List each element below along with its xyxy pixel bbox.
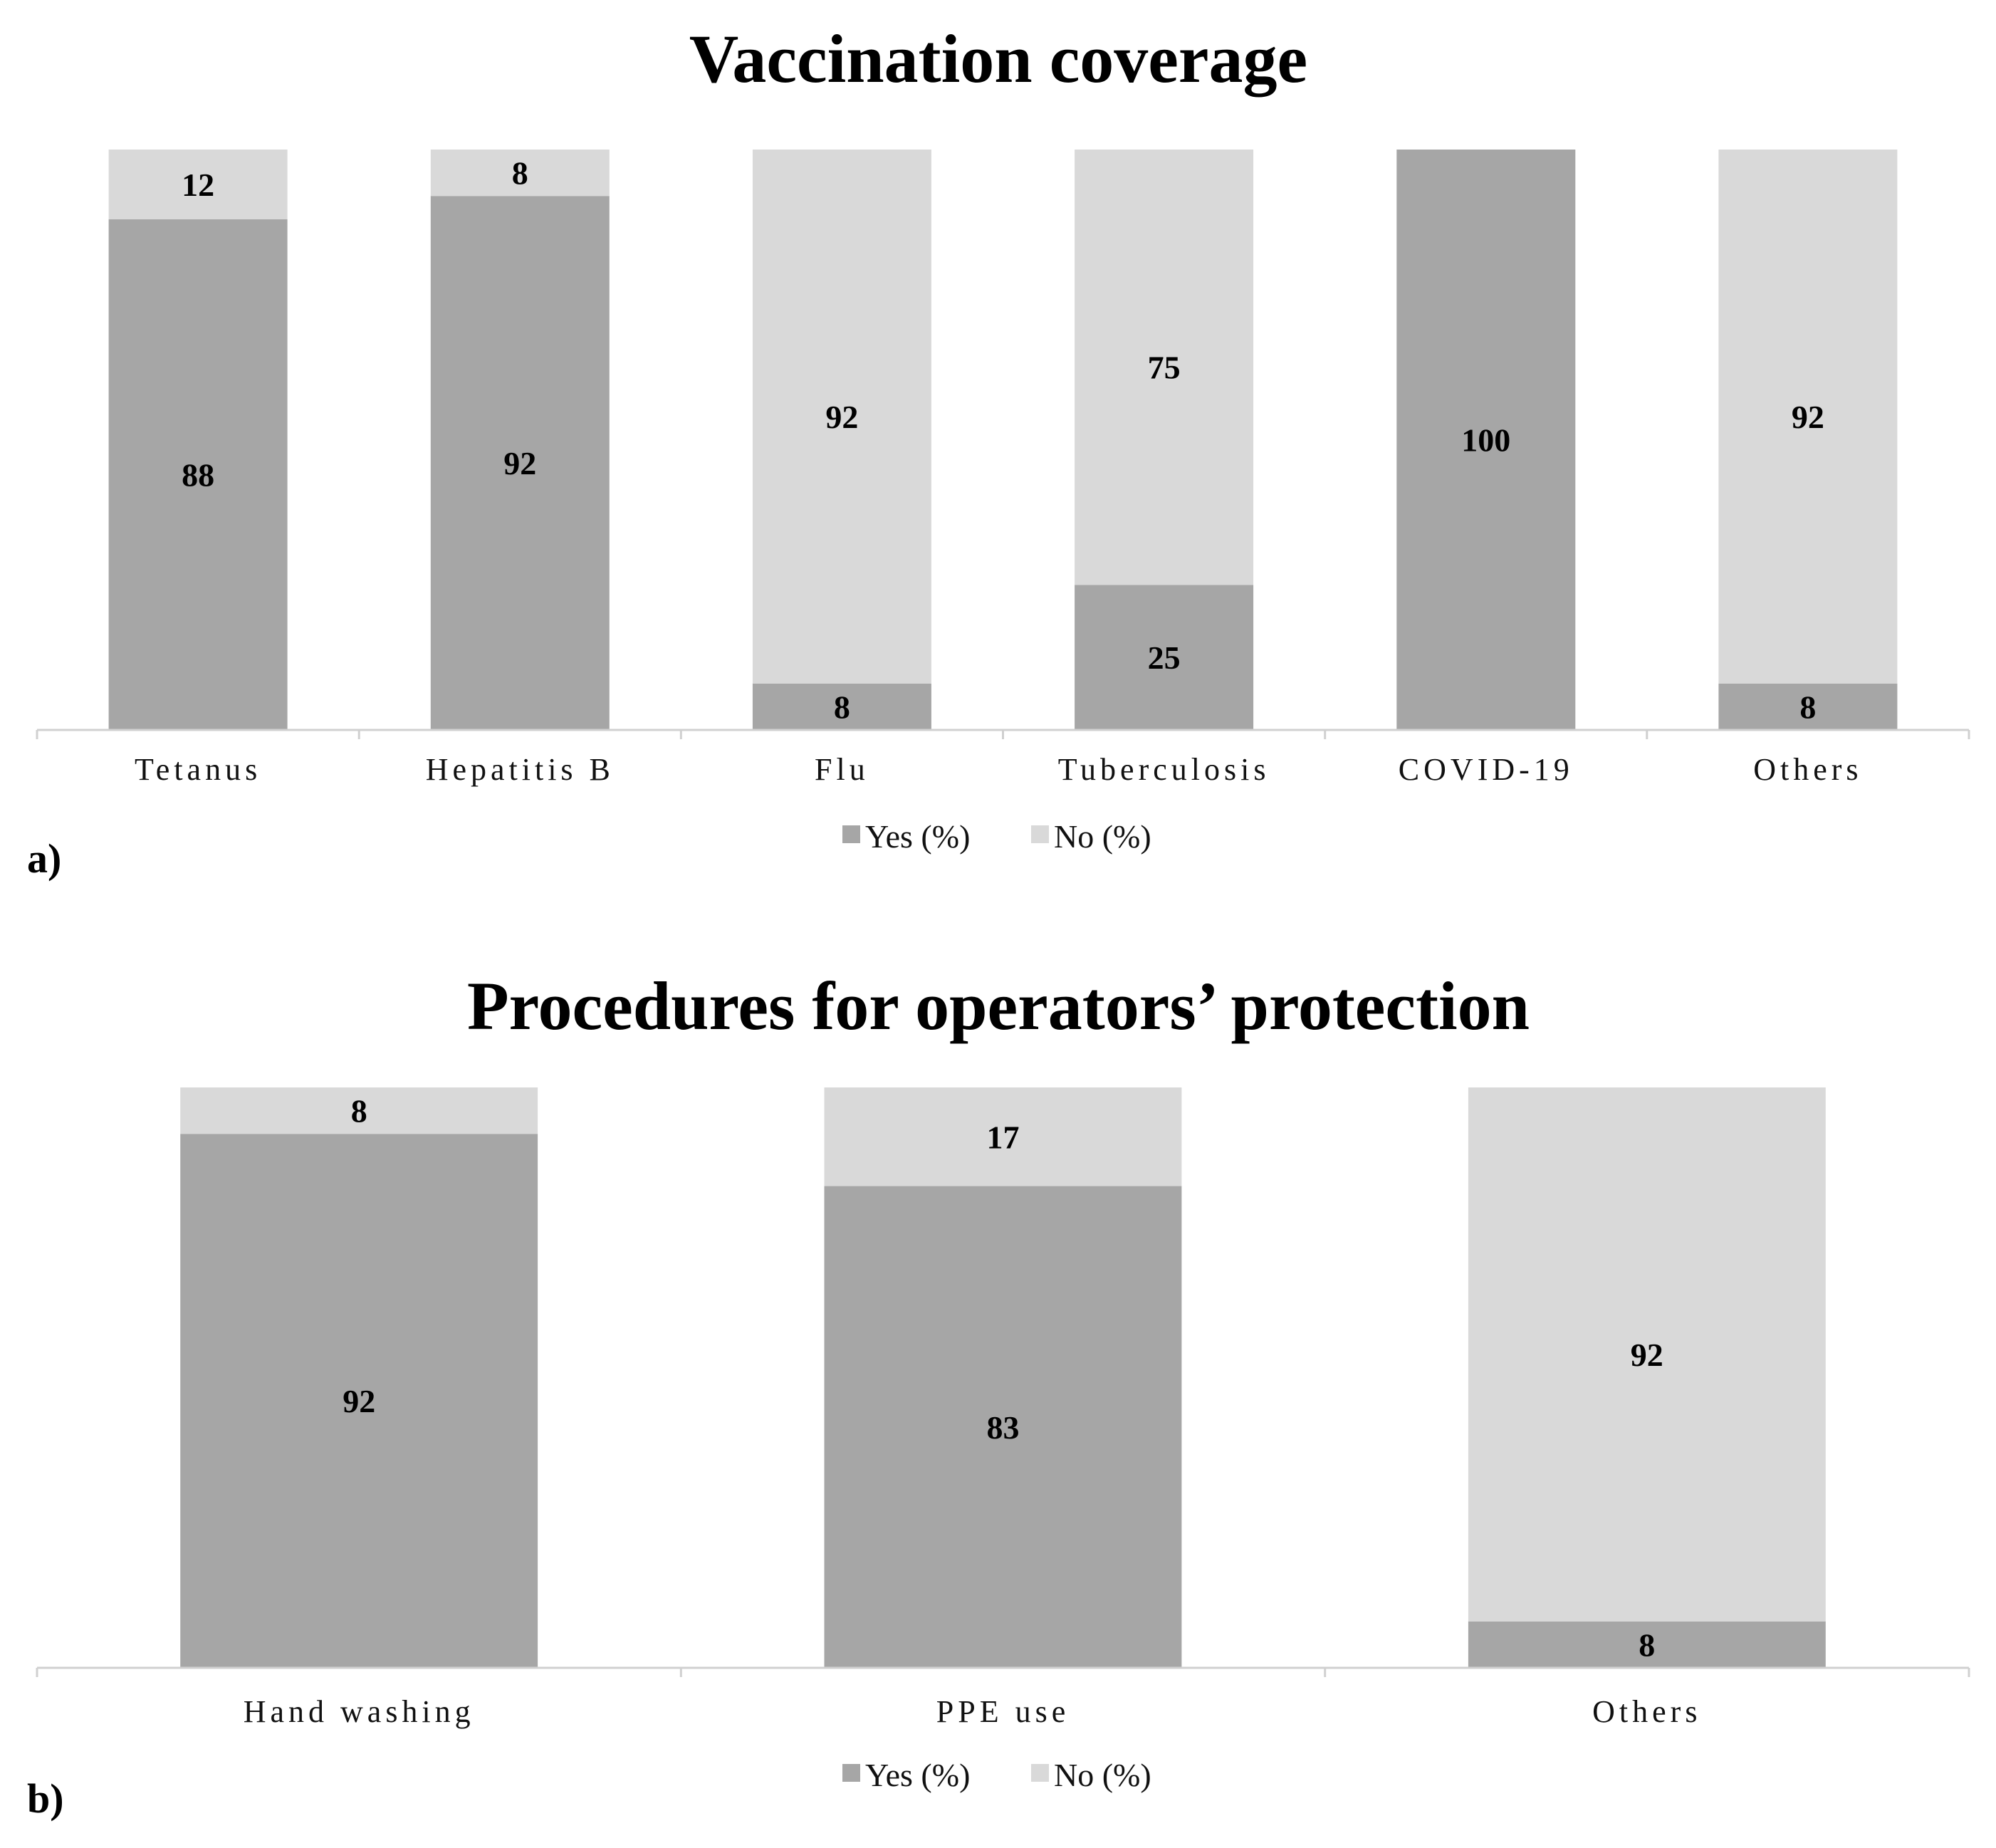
legend-label-yes: Yes (%) xyxy=(865,818,970,855)
data-label: 8 xyxy=(512,155,528,192)
chart-vaccination-coverage: Vaccination coverage 8812928892257510089… xyxy=(27,21,1970,882)
data-label: 92 xyxy=(343,1383,375,1419)
data-label: 8 xyxy=(1799,689,1816,725)
data-label: 92 xyxy=(503,445,536,481)
panel-label: b) xyxy=(27,1775,64,1822)
bar-tuberculosis-no xyxy=(1075,150,1254,585)
tick-label-tetanus: Tetanus xyxy=(135,752,261,787)
bar-flu-no xyxy=(752,150,931,684)
tick-label-others: Others xyxy=(1592,1694,1701,1729)
legend-swatch-yes xyxy=(842,1764,860,1782)
data-label: 8 xyxy=(1639,1627,1655,1663)
bar-tetanus-no xyxy=(108,150,288,219)
data-label: 8 xyxy=(351,1093,367,1129)
chart-title: Procedures for operators’ protection xyxy=(467,968,1530,1044)
data-label: 12 xyxy=(182,167,214,203)
tick-label-tuberculosis: Tuberculosis xyxy=(1058,752,1270,787)
data-label: 83 xyxy=(987,1409,1020,1446)
data-label: 8 xyxy=(834,689,850,725)
legend-label-no: No (%) xyxy=(1054,1757,1151,1793)
bar-others-yes xyxy=(1718,683,1898,730)
data-label: 92 xyxy=(1631,1337,1663,1373)
data-label: 92 xyxy=(1792,399,1824,435)
data-label: 75 xyxy=(1148,350,1181,386)
tick-label-hand-washing: Hand washing xyxy=(244,1694,475,1729)
bar-ppe-use-no xyxy=(824,1087,1182,1186)
data-label: 100 xyxy=(1461,422,1510,459)
bar-flu-yes xyxy=(752,683,931,730)
legend-label-yes: Yes (%) xyxy=(865,1757,970,1793)
tick-label-flu: Flu xyxy=(815,752,869,787)
data-label: 25 xyxy=(1148,640,1181,676)
bar-tuberculosis-yes xyxy=(1075,585,1254,731)
legend-swatch-no xyxy=(1031,1764,1049,1782)
bar-ppe-use-yes xyxy=(824,1186,1182,1668)
legend-swatch-yes xyxy=(842,825,860,843)
plot-area: 92 8 83 17 8 92 Hand washing PPE use Others Yes (… xyxy=(36,1087,1970,1793)
tick-label-hepatitis-b: Hepatitis B xyxy=(426,752,615,787)
tick-label-others: Others xyxy=(1753,752,1862,787)
legend-label-no: No (%) xyxy=(1054,818,1151,855)
panel-label: a) xyxy=(27,835,61,882)
bar-others-no xyxy=(1718,150,1898,684)
bar-others-yes xyxy=(1468,1621,1826,1668)
data-label: 88 xyxy=(182,456,214,493)
legend-swatch-no xyxy=(1031,825,1049,843)
bar-covid-19-yes xyxy=(1396,150,1576,730)
chart-operators-protection: Procedures for operators’ protection 92 8… xyxy=(27,968,1970,1822)
chart-title: Vaccination coverage xyxy=(689,21,1307,97)
bar-tetanus-yes xyxy=(108,219,288,730)
bar-hepatitis-b-no xyxy=(430,150,610,197)
bar-hand-washing-yes xyxy=(180,1134,538,1668)
tick-label-ppe-use: PPE use xyxy=(936,1694,1070,1729)
data-label: 17 xyxy=(987,1119,1020,1155)
bar-others-no xyxy=(1468,1087,1826,1622)
data-label: 92 xyxy=(825,399,858,435)
bar-hand-washing-no xyxy=(180,1087,538,1134)
bar-hepatitis-b-yes xyxy=(430,196,610,730)
tick-label-covid-19: COVID-19 xyxy=(1399,752,1574,787)
